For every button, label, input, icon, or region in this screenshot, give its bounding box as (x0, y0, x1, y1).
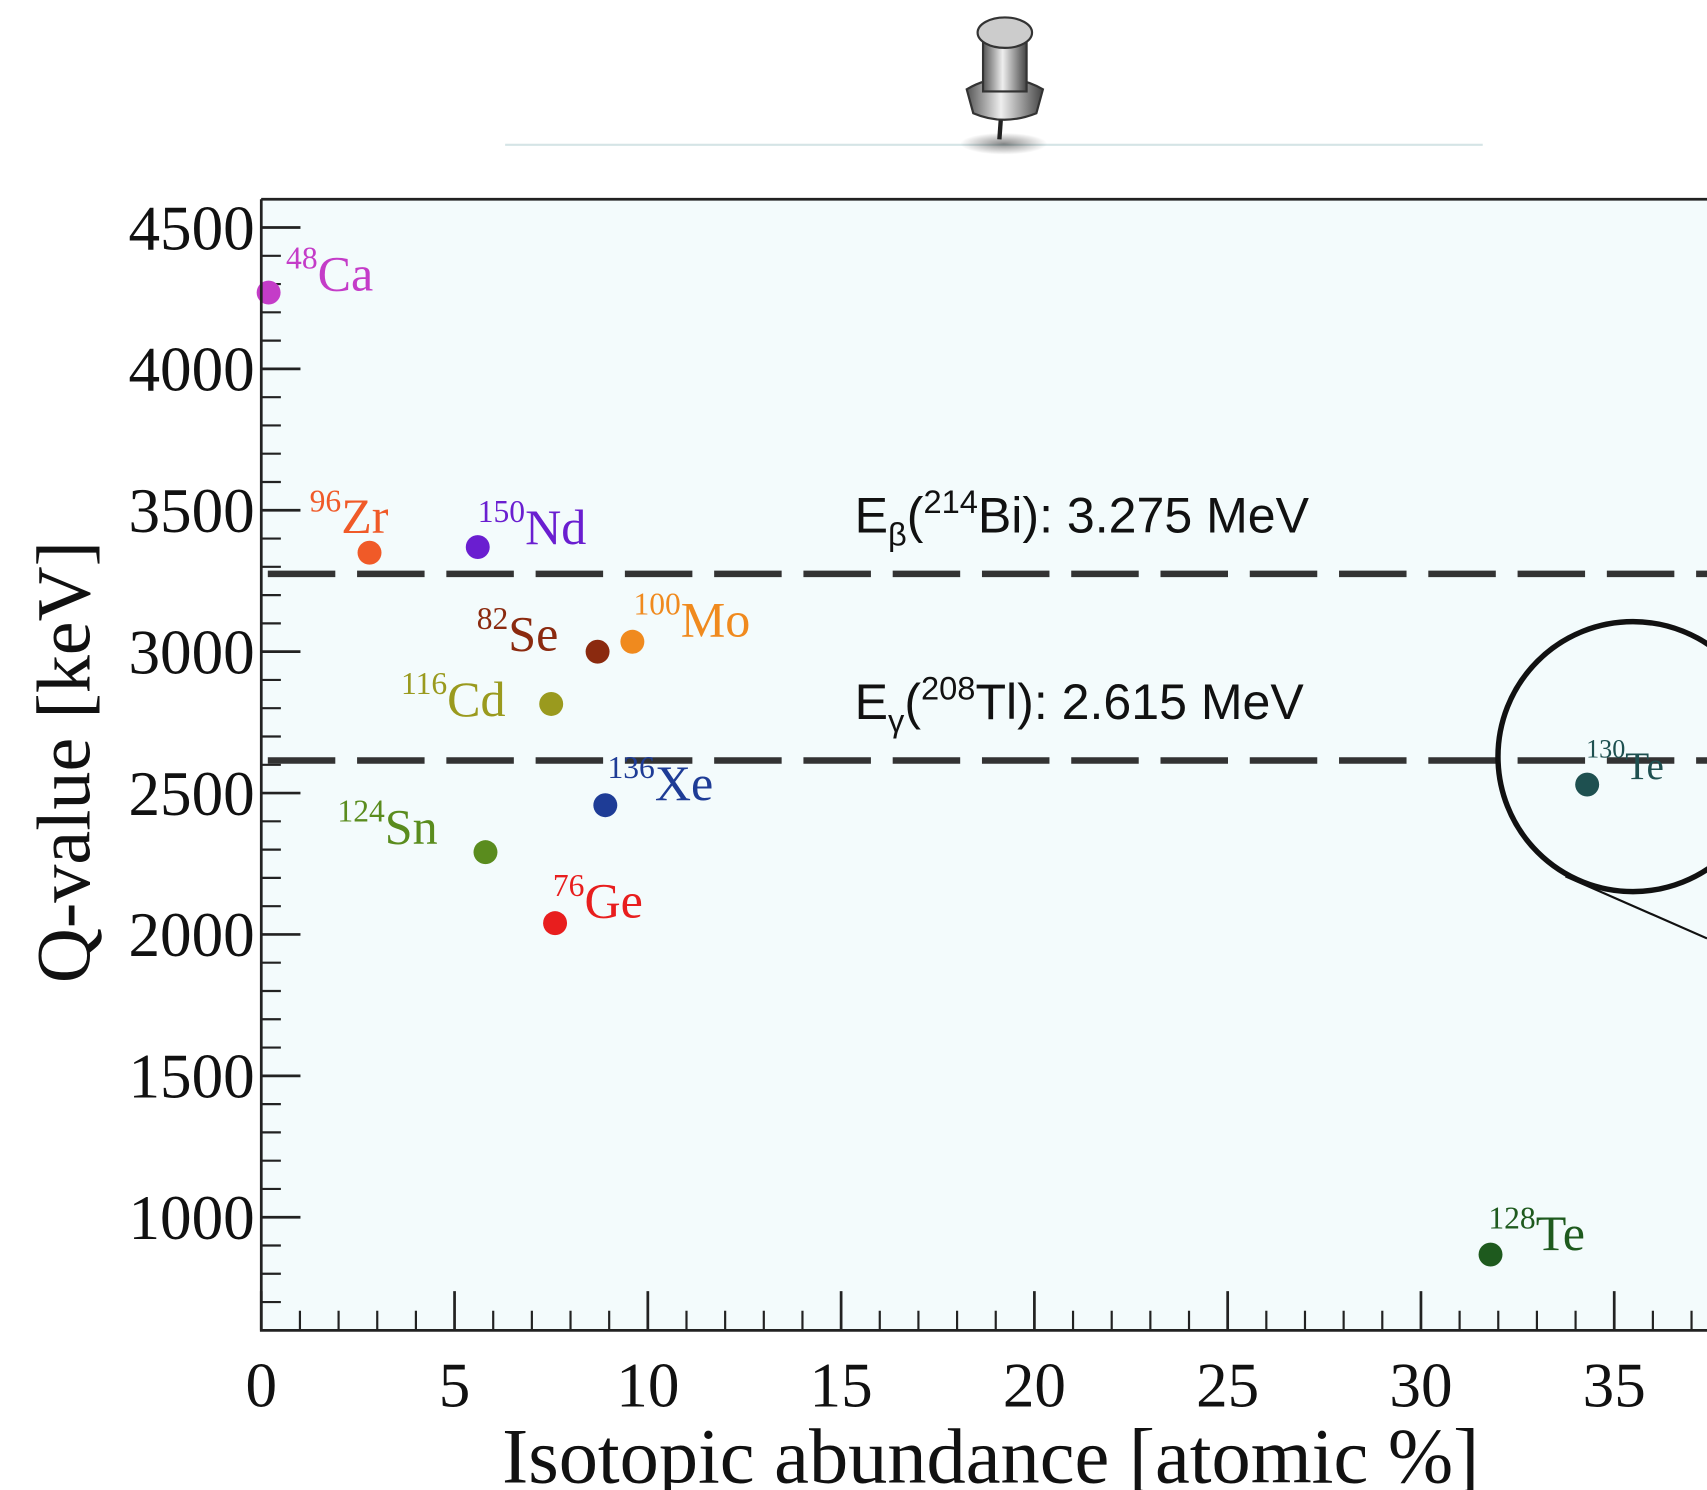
pushpin (960, 16, 1048, 155)
point-label-mass: 136 (607, 750, 654, 785)
y-tick-label: 1000 (128, 1183, 254, 1253)
x-tick-label: 20 (1003, 1351, 1066, 1421)
reference-label-part: 208 (921, 670, 975, 707)
point-label-name: Nd (525, 499, 586, 555)
point-label-mass: 48 (286, 241, 318, 276)
reference-label-part: ( (907, 488, 924, 544)
data-point (1478, 1242, 1503, 1267)
x-tick-label: 35 (1583, 1351, 1646, 1421)
x-tick-label: 25 (1196, 1351, 1259, 1421)
data-point (539, 692, 564, 716)
point-label-name: Xe (655, 755, 713, 811)
point-label-mass: 128 (1488, 1200, 1535, 1235)
data-point (593, 793, 618, 818)
point-label: 150Nd (478, 494, 587, 555)
x-tick-label: 15 (810, 1351, 873, 1421)
point-label-mass: 82 (477, 601, 509, 636)
point-label-mass: 150 (478, 494, 525, 529)
point-label-mass: 116 (401, 666, 447, 701)
point-label-mass: 124 (337, 794, 385, 829)
data-point (620, 629, 645, 654)
plot-area (261, 199, 1707, 1331)
reference-label-part: E (855, 488, 888, 544)
x-tick-label: 10 (616, 1351, 679, 1421)
point-label-name: Te (1625, 745, 1664, 788)
reference-label-part: E (855, 674, 888, 730)
y-tick-label: 3000 (128, 617, 254, 687)
axes-frame (259, 197, 1707, 1332)
point-label: 128Te (1488, 1200, 1585, 1261)
data-point (465, 535, 490, 560)
reference-label-part: γ (888, 702, 905, 739)
point-label: 96Zr (310, 483, 389, 544)
point-label: 48Ca (286, 241, 373, 302)
y-tick-label: 1500 (128, 1042, 254, 1112)
y-axis-title: Q-value [keV] (22, 541, 106, 983)
reference-label-part: Tl): 2.615 MeV (975, 674, 1304, 730)
x-axis-title: Isotopic abundance [atomic %] (502, 1413, 1479, 1490)
point-label-name: Sn (385, 798, 438, 854)
point-label-name: Se (508, 606, 558, 662)
point-label: 124Sn (337, 794, 437, 855)
point-label-name: Te (1536, 1205, 1585, 1261)
plot-layer: 1000 1500 2000 2500 3000 3500 4000 4500 0 5 10 15 20… (128, 193, 1707, 1421)
chart-body: 1000 1500 2000 2500 3000 3500 4000 4500 0 5 10 15 20… (22, 16, 1707, 1490)
point-label-name: Mo (681, 591, 751, 647)
y-tick-label: 3500 (128, 476, 254, 546)
reference-label-part: Bi): 3.275 MeV (978, 488, 1310, 544)
point-label-name: Ca (318, 245, 374, 301)
data-point (473, 840, 498, 865)
reference-label-part: β (888, 516, 907, 553)
point-label-name: Cd (447, 671, 505, 727)
point-label: 76Ge (553, 868, 643, 929)
reference-label-part: 214 (923, 483, 977, 520)
x-tick-label: 30 (1389, 1351, 1452, 1421)
data-point (543, 911, 568, 936)
callout (1495, 618, 1707, 940)
point-label: 130Te (1586, 734, 1664, 788)
data-point (585, 639, 610, 664)
y-tick-label: 2000 (128, 900, 254, 970)
reference-label: Eβ(214Bi): 3.275 MeV (855, 483, 1310, 553)
point-label: 100Mo (633, 587, 750, 648)
y-tick-label: 2500 (128, 759, 254, 829)
data-point (357, 540, 382, 565)
x-tick-label: 5 (439, 1351, 471, 1421)
y-tick-label: 4000 (128, 335, 254, 405)
reference-label-part: ( (904, 674, 921, 730)
point-label: 136Xe (607, 750, 713, 811)
point-label-mass: 130 (1586, 734, 1625, 763)
y-tick-label: 4500 (128, 193, 254, 263)
reference-label: Eγ(208Tl): 2.615 MeV (855, 670, 1305, 740)
point-label-mass: 100 (633, 587, 680, 622)
point-label-name: Zr (341, 488, 389, 544)
point-label-name: Ge (584, 873, 642, 929)
point-label-mass: 96 (310, 483, 342, 518)
point-label: 116Cd (401, 666, 506, 727)
point-label: 82Se (477, 601, 559, 662)
x-tick-label: 0 (245, 1351, 277, 1421)
point-label-mass: 76 (553, 868, 585, 903)
data-point (1575, 772, 1600, 797)
